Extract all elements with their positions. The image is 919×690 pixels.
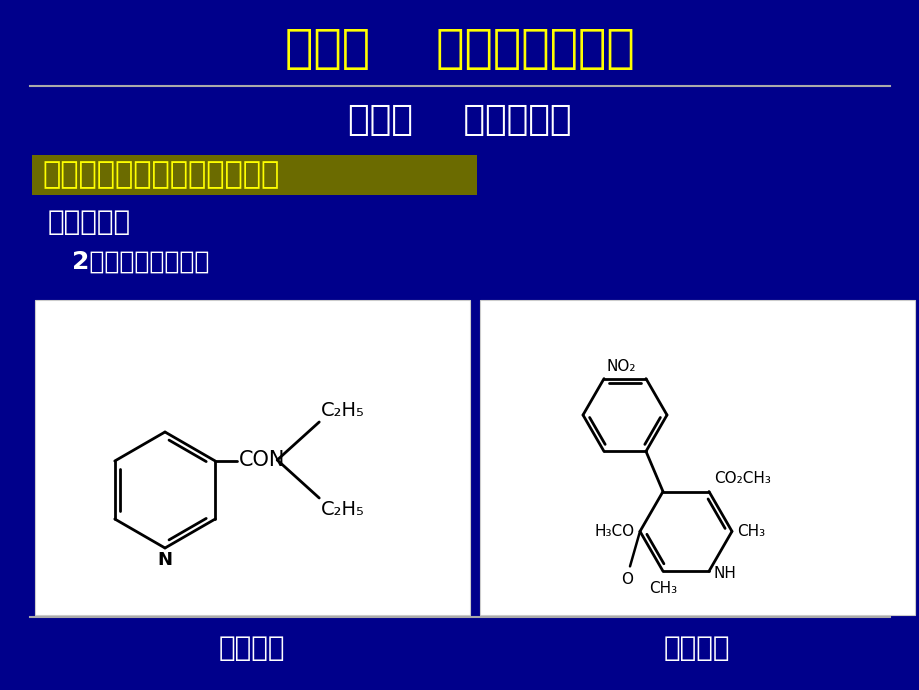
Text: （一）结构: （一）结构 — [48, 208, 131, 236]
Text: 第一节    吵啊类药物: 第一节 吵啊类药物 — [348, 103, 571, 137]
Text: 一、基本结构与主要化学性质: 一、基本结构与主要化学性质 — [42, 161, 279, 190]
Text: CH₃: CH₃ — [648, 581, 676, 596]
Bar — [32, 155, 476, 195]
Bar — [480, 300, 914, 615]
Text: N: N — [157, 551, 173, 569]
Text: C₂H₅: C₂H₅ — [321, 500, 365, 519]
Text: H₃CO: H₃CO — [595, 524, 634, 539]
Text: CH₃: CH₃ — [736, 524, 765, 539]
Bar — [35, 300, 470, 615]
Text: 第七章    杂环类药物分析: 第七章 杂环类药物分析 — [285, 28, 634, 72]
Text: 尼可刷米: 尼可刷米 — [219, 634, 285, 662]
Text: 硒苯地平: 硒苯地平 — [663, 634, 730, 662]
Text: O: O — [620, 573, 632, 587]
Text: NH: NH — [713, 566, 736, 581]
Text: 2．典型药物的结构: 2．典型药物的结构 — [72, 250, 210, 274]
Text: C₂H₅: C₂H₅ — [321, 401, 365, 420]
Text: CON: CON — [239, 450, 285, 470]
Text: NO₂: NO₂ — [607, 359, 636, 373]
Text: CO₂CH₃: CO₂CH₃ — [713, 471, 770, 486]
